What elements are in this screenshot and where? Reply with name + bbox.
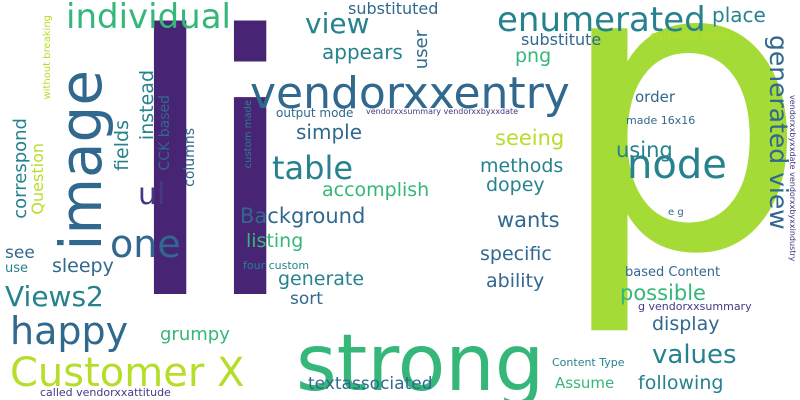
word-methods: methods xyxy=(480,155,564,177)
word-grumpy: grumpy xyxy=(160,324,230,345)
word-instead: instead xyxy=(136,70,158,141)
word-order: order xyxy=(635,88,675,106)
word-textassociated: textassociated xyxy=(308,374,433,394)
word-appears: appears xyxy=(322,40,403,64)
word-vendorxxsummary-vendorxxbyxxdate: vendorxxsummary vendorxxbyxxdate xyxy=(366,107,519,116)
word-node: node xyxy=(627,142,727,188)
word-without-breaking: without breaking xyxy=(42,15,53,100)
word-enumerated: enumerated xyxy=(497,0,706,40)
word-specific: specific xyxy=(480,243,552,265)
word-png: png xyxy=(515,45,552,67)
word-question: Question xyxy=(28,143,47,215)
word-output-mode: output mode xyxy=(276,106,354,120)
word-seeing: seeing xyxy=(495,126,565,150)
word-happy: happy xyxy=(10,309,129,353)
word-e-g: e g xyxy=(668,207,684,218)
word-made-16x16: made 16x16 xyxy=(626,114,696,127)
word-using: using xyxy=(616,138,673,162)
word-vendorxxbyxxdate-vendorxxbyxxindustry: vendorxxbyxxdate vendorxxbyxxindustry xyxy=(788,95,797,262)
word-strong: strong xyxy=(296,319,545,400)
word-vendorxxentry: vendorxxentry xyxy=(250,68,570,119)
word-substitute: substitute xyxy=(521,30,602,49)
word-fields: fields xyxy=(111,120,133,171)
word-one: one xyxy=(110,222,181,266)
word-simple: simple xyxy=(296,120,363,144)
word-values: values xyxy=(652,340,737,370)
word-called-vendorxxattitude: called vendorxxattitude xyxy=(40,386,171,399)
word-g-vendorxxsummary: g vendorxxsummary xyxy=(638,300,752,313)
word-place: place xyxy=(712,3,766,27)
word-assume: Assume xyxy=(555,374,615,392)
word-columns: columns xyxy=(182,128,198,187)
word-see: see xyxy=(5,243,35,263)
word-dopey: dopey xyxy=(486,174,545,196)
word-custom-made: custom made xyxy=(243,100,254,169)
word-sleepy: sleepy xyxy=(52,255,114,277)
word-ability: ability xyxy=(486,270,545,292)
word-li: li xyxy=(120,0,300,379)
word-individual: individual xyxy=(66,0,232,37)
word-customer-x: Customer X xyxy=(10,350,245,396)
word-following: following xyxy=(638,372,724,394)
word-table: table xyxy=(272,149,354,187)
word-content-type: Content Type xyxy=(552,356,625,369)
word-generated-view: generated view xyxy=(764,35,793,230)
word-generate: generate xyxy=(278,268,365,290)
word-wants: wants xyxy=(497,208,560,232)
word-image: image xyxy=(47,70,115,251)
word-ul: ul xyxy=(138,177,166,212)
word-based-content: based Content xyxy=(625,265,721,280)
word-view: view xyxy=(305,7,370,40)
word-four-custom: four custom xyxy=(243,259,310,272)
word-user: user xyxy=(411,30,432,70)
word-use: use xyxy=(5,261,29,276)
word-p: p xyxy=(555,0,800,342)
word-cck-based: CCK based xyxy=(157,95,173,171)
word-substituted: substituted xyxy=(348,0,439,18)
word-display: display xyxy=(652,313,720,335)
word-currently-done: currently done xyxy=(650,29,731,42)
word-accomplish: accomplish xyxy=(322,179,430,201)
word-background: Background xyxy=(240,204,366,228)
word-views2: Views2 xyxy=(5,280,104,313)
word-sort: sort xyxy=(290,289,323,309)
word-possible: possible xyxy=(620,281,706,305)
word-listing: listing xyxy=(246,230,304,252)
